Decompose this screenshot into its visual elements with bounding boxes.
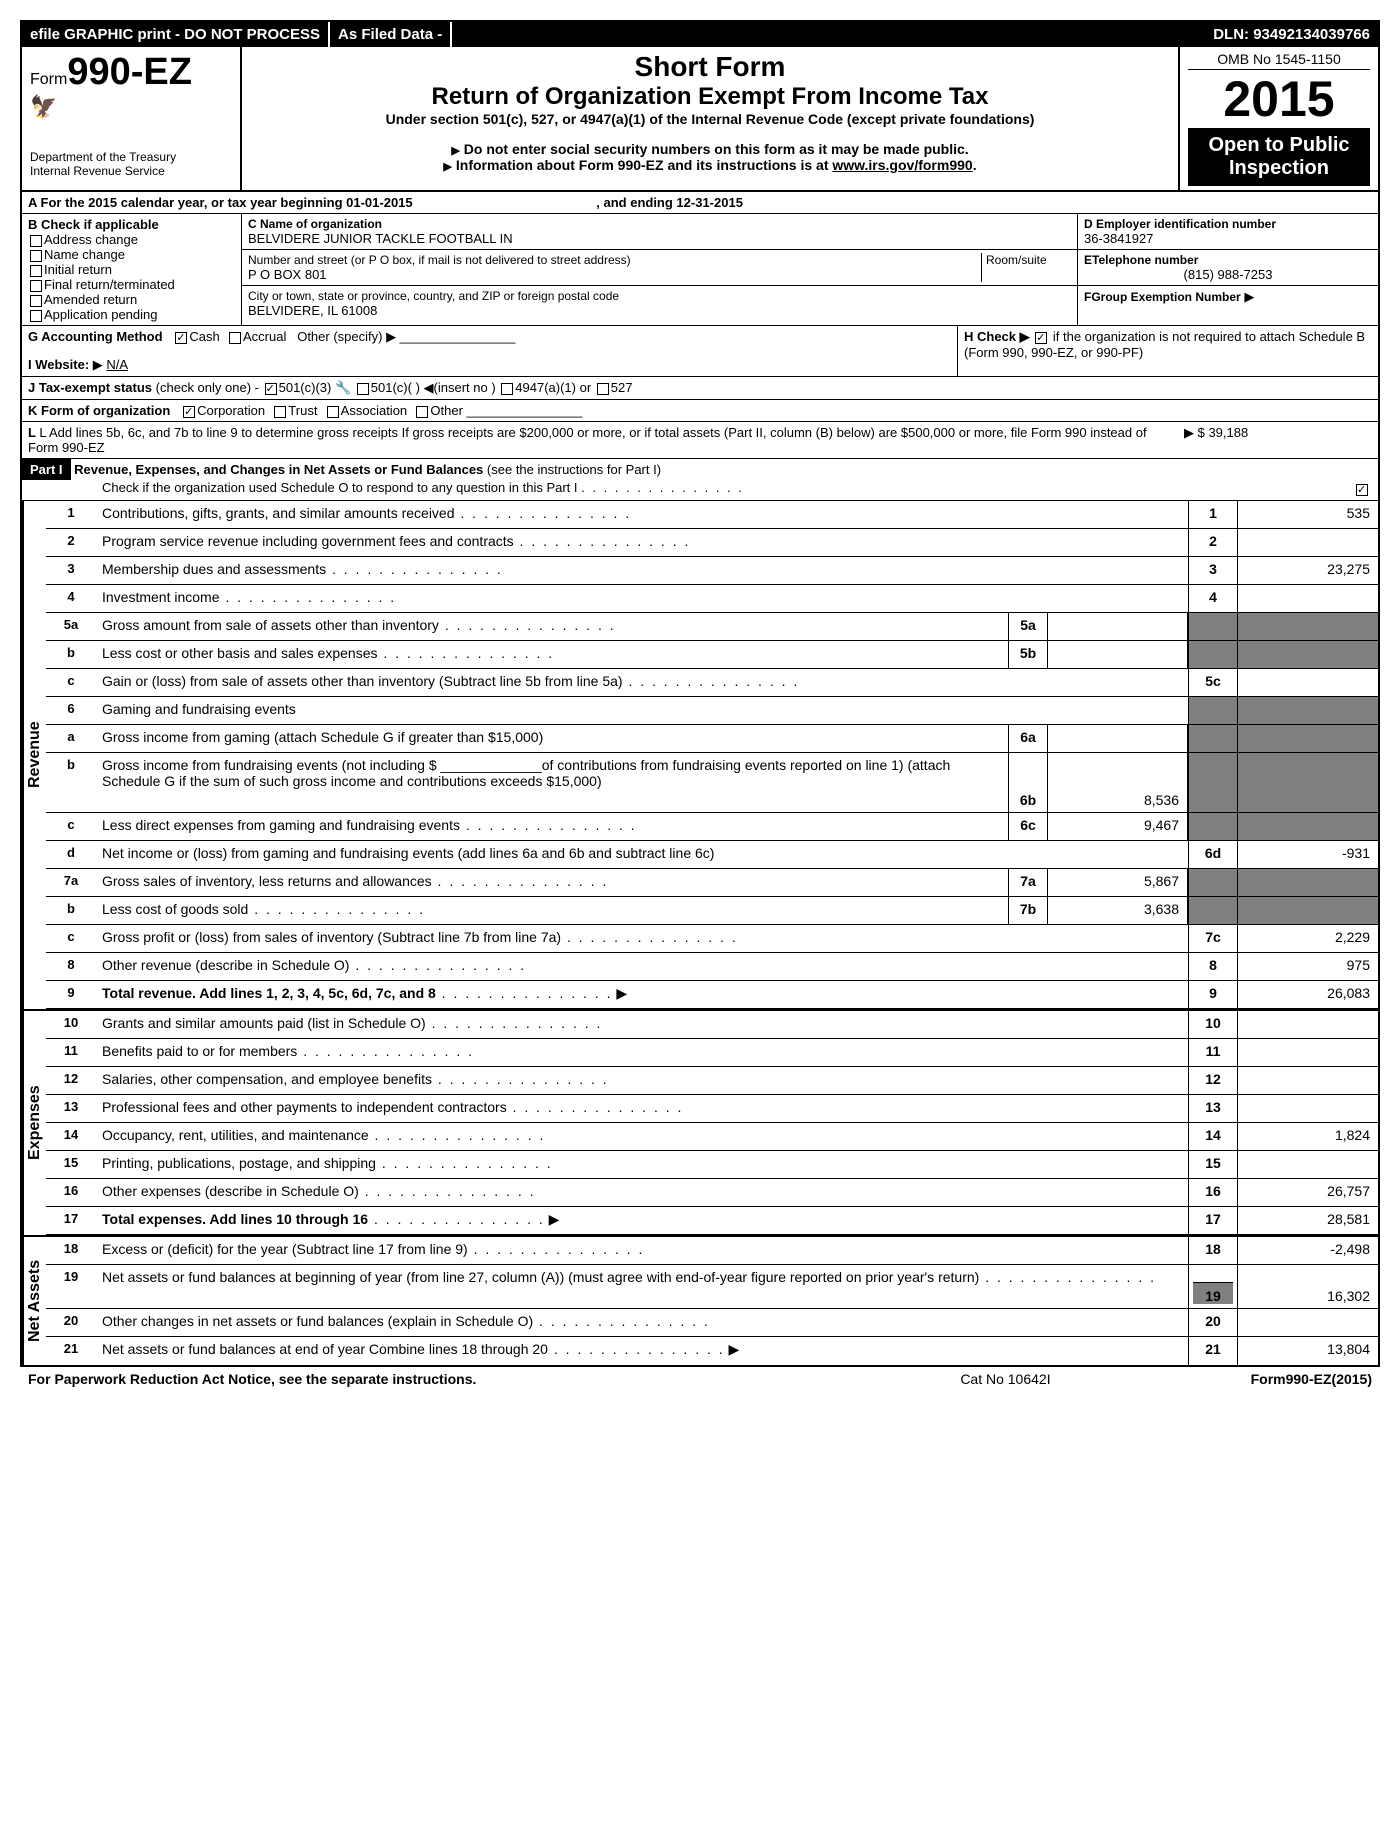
section-gh: G Accounting Method Cash Accrual Other (… [22, 326, 1378, 377]
dept-irs: Internal Revenue Service [30, 164, 232, 178]
checkbox-final-return[interactable]: Final return/terminated [28, 277, 235, 292]
omb-number: OMB No 1545-1150 [1188, 51, 1370, 70]
expenses-side-label: Expenses [22, 1011, 46, 1235]
group-exemption-arrow: ▶ [1244, 289, 1254, 304]
part1-label: Part I [22, 459, 71, 480]
checkbox-corporation[interactable] [183, 406, 195, 418]
checkbox-amended-return[interactable]: Amended return [28, 292, 235, 307]
tax-year: 2015 [1188, 70, 1370, 128]
checkbox-cash[interactable] [175, 332, 187, 344]
form-number: Form990-EZ [30, 51, 232, 94]
ein-value: 36-3841927 [1084, 231, 1372, 246]
bullet-ssn: Do not enter social security numbers on … [250, 141, 1170, 157]
gross-receipts-amount: $ 39,188 [1198, 425, 1249, 440]
part1-header: Part I Revenue, Expenses, and Changes in… [22, 459, 1378, 501]
part1-check-text: Check if the organization used Schedule … [22, 480, 578, 495]
revenue-section: Revenue 1Contributions, gifts, grants, a… [22, 501, 1378, 1009]
efile-notice: efile GRAPHIC print - DO NOT PROCESS [22, 22, 330, 47]
irs-link[interactable]: www.irs.gov/form990 [832, 157, 972, 173]
section-f-label: FGroup Exemption Number [1084, 290, 1241, 304]
irs-eagle-icon: 🦅 [30, 94, 232, 120]
city-label: City or town, state or province, country… [248, 289, 1071, 303]
website-value: N/A [106, 357, 128, 372]
section-l: L L Add lines 5b, 6c, and 7b to line 9 t… [22, 422, 1378, 459]
checkbox-accrual[interactable] [229, 332, 241, 344]
checkbox-application-pending[interactable]: Application pending [28, 307, 235, 322]
org-street: P O BOX 801 [248, 267, 981, 282]
section-e-label: ETelephone number [1084, 253, 1372, 267]
title-main: Return of Organization Exempt From Incom… [250, 83, 1170, 111]
org-name: BELVIDERE JUNIOR TACKLE FOOTBALL IN [248, 231, 1071, 246]
expenses-section: Expenses 10Grants and similar amounts pa… [22, 1009, 1378, 1235]
header: Form990-EZ 🦅 Department of the Treasury … [22, 47, 1378, 192]
section-bcdef: B Check if applicable Address change Nam… [22, 214, 1378, 326]
footer-right: FormForm990-EZ(2015)990-EZ(2015) [1251, 1371, 1372, 1387]
checkbox-address-change[interactable]: Address change [28, 232, 235, 247]
checkbox-schedule-b[interactable] [1035, 332, 1047, 344]
title-short: Short Form [250, 51, 1170, 83]
checkbox-association[interactable] [327, 406, 339, 418]
netassets-side-label: Net Assets [22, 1237, 46, 1365]
telephone-value: (815) 988-7253 [1084, 267, 1372, 282]
org-city: BELVIDERE, IL 61008 [248, 303, 1071, 318]
open-public-badge: Open to Public Inspection [1188, 128, 1370, 186]
part1-title: Revenue, Expenses, and Changes in Net As… [74, 462, 483, 477]
checkbox-501c3[interactable] [265, 383, 277, 395]
street-label: Number and street (or P O box, if mail i… [248, 253, 981, 267]
checkbox-4947[interactable] [501, 383, 513, 395]
revenue-side-label: Revenue [22, 501, 46, 1009]
section-i-label: I Website: [28, 357, 89, 372]
footer-mid: Cat No 10642I [960, 1371, 1050, 1387]
checkbox-initial-return[interactable]: Initial return [28, 262, 235, 277]
checkbox-527[interactable] [597, 383, 609, 395]
checkbox-501c[interactable] [357, 383, 369, 395]
title-under: Under section 501(c), 527, or 4947(a)(1)… [250, 111, 1170, 127]
room-suite-label: Room/suite [981, 253, 1071, 282]
section-c-name-label: C Name of organization [248, 217, 1071, 231]
section-b-label: B Check if applicable [28, 217, 235, 232]
footer-left: For Paperwork Reduction Act Notice, see … [28, 1371, 476, 1387]
dept-treasury: Department of the Treasury [30, 150, 232, 164]
form-990ez: efile GRAPHIC print - DO NOT PROCESS As … [20, 20, 1380, 1367]
section-d-label: D Employer identification number [1084, 217, 1372, 231]
footer: For Paperwork Reduction Act Notice, see … [20, 1367, 1380, 1391]
topbar: efile GRAPHIC print - DO NOT PROCESS As … [22, 22, 1378, 47]
checkbox-other[interactable] [416, 406, 428, 418]
bullet-info: Information about Form 990-EZ and its in… [250, 157, 1170, 173]
netassets-section: Net Assets 18Excess or (deficit) for the… [22, 1235, 1378, 1365]
checkbox-schedule-o[interactable] [1356, 484, 1368, 496]
checkbox-trust[interactable] [274, 406, 286, 418]
checkbox-name-change[interactable]: Name change [28, 247, 235, 262]
dln-label: DLN: 93492134039766 [1205, 22, 1378, 47]
section-k: K Form of organization Corporation Trust… [22, 400, 1378, 422]
section-j: J Tax-exempt status (check only one) - 5… [22, 377, 1378, 400]
asfiled-label: As Filed Data - [330, 22, 452, 47]
section-a: A For the 2015 calendar year, or tax yea… [22, 192, 1378, 214]
